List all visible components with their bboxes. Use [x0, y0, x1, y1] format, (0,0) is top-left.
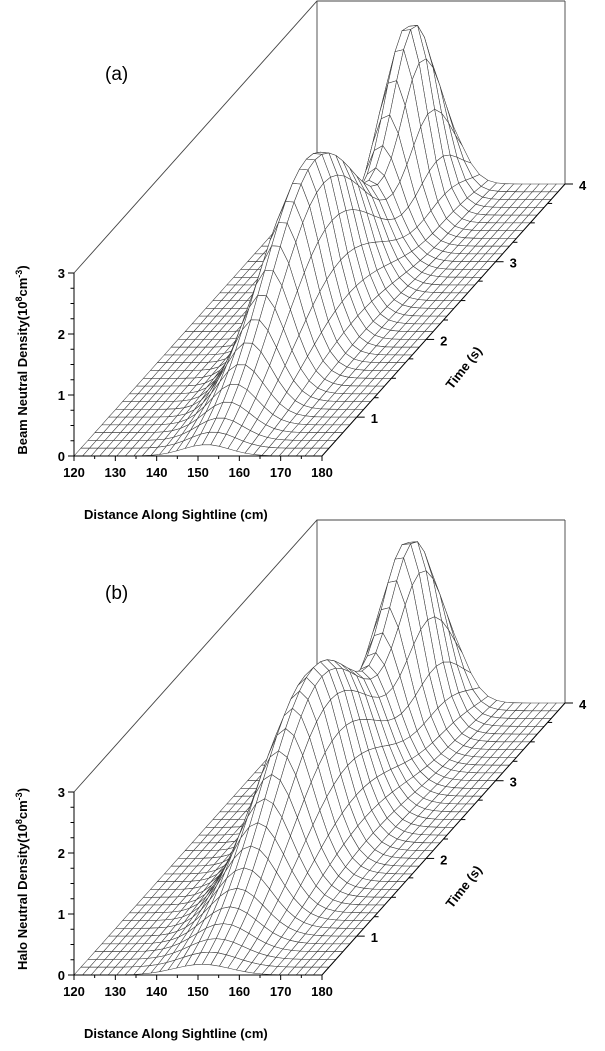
y-tick-label: 2	[58, 327, 65, 342]
x-tick-label: 160	[228, 984, 250, 999]
time-tick-label: 2	[440, 852, 447, 867]
y-tick-label: 0	[58, 449, 65, 464]
x-tick-label: 140	[146, 465, 168, 480]
panel-a-axes: 0 1 2 3 120 130 140 150 160 170 180 1 2 3 4	[58, 178, 587, 480]
panel-a-y-axis-label: Beam Neutral Density(108cm-3)	[14, 265, 30, 454]
panel-a-surface	[73, 25, 566, 457]
panel-b-label: (b)	[105, 583, 128, 604]
x-tick-label: 170	[270, 465, 292, 480]
x-tick-label: 150	[187, 984, 209, 999]
x-tick-label: 120	[63, 984, 85, 999]
x-tick-label: 180	[311, 465, 333, 480]
time-tick-label: 1	[371, 411, 378, 426]
y-tick-label: 1	[58, 388, 65, 403]
x-tick-label: 130	[104, 465, 126, 480]
time-tick-label: 2	[440, 333, 447, 348]
panel-b-y-axis-label: Halo Neutral Density(108cm-3)	[14, 788, 30, 970]
y-tick-label: 1	[58, 907, 65, 922]
panel-b-axes: 0 1 2 3 120 130 140 150 160 170 180 1 2 3 4	[58, 697, 587, 999]
panel-a: 0 1 2 3 120 130 140 150 160 170 180 1 2 3 4 (a) Distan…	[14, 0, 587, 522]
x-tick-label: 170	[270, 984, 292, 999]
y-tick-label: 3	[58, 266, 65, 281]
panel-b-time-axis-label: Time (s)	[443, 863, 485, 911]
panel-a-x-axis-label: Distance Along Sightline (cm)	[84, 507, 268, 522]
x-tick-label: 150	[187, 465, 209, 480]
panel-a-label: (a)	[105, 64, 128, 85]
y-tick-label: 2	[58, 846, 65, 861]
panel-b-x-axis-label: Distance Along Sightline (cm)	[84, 1026, 268, 1041]
x-tick-label: 180	[311, 984, 333, 999]
y-tick-label: 3	[58, 785, 65, 800]
time-tick-label: 4	[579, 697, 587, 712]
time-tick-label: 3	[510, 256, 517, 271]
time-tick-label: 4	[579, 178, 587, 193]
panel-a-time-axis-label: Time (s)	[443, 344, 485, 392]
time-tick-label: 1	[371, 930, 378, 945]
y-tick-label: 0	[58, 968, 65, 983]
x-tick-label: 160	[228, 465, 250, 480]
x-tick-label: 120	[63, 465, 85, 480]
x-tick-label: 140	[146, 984, 168, 999]
panel-b: 0 1 2 3 120 130 140 150 160 170 180 1 2 3 4 (b) Distan…	[14, 519, 587, 1041]
time-tick-label: 3	[510, 775, 517, 790]
x-tick-label: 130	[104, 984, 126, 999]
panel-b-surface	[73, 541, 566, 976]
